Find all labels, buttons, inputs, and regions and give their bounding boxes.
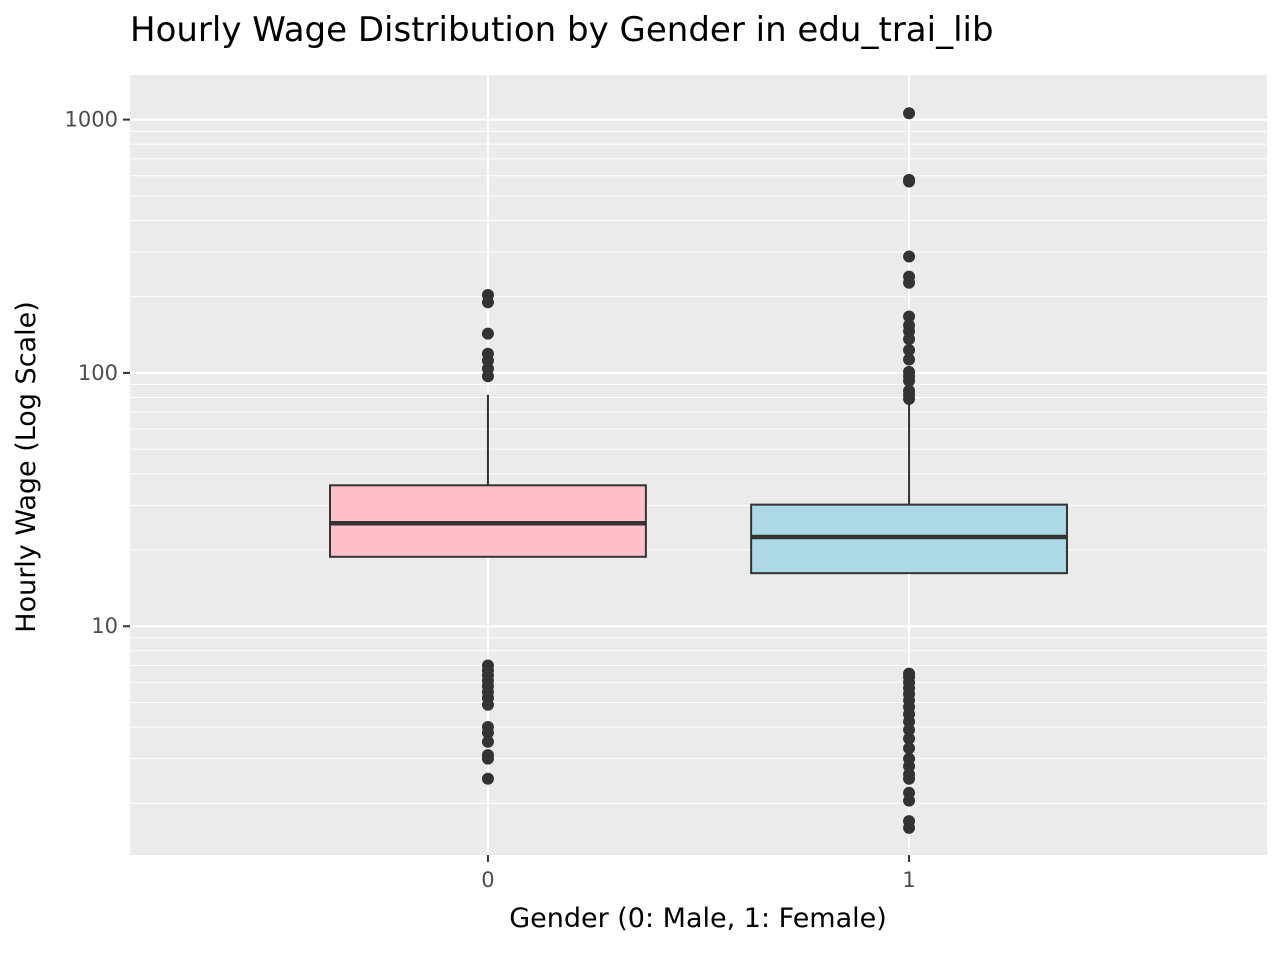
outlier-point: [903, 723, 916, 736]
y-tick-label: 100: [78, 361, 118, 385]
outlier-point: [481, 726, 494, 739]
outlier-point: [903, 742, 916, 755]
outlier-point: [903, 344, 916, 357]
outlier-point: [481, 752, 494, 765]
y-tick-label: 1000: [65, 108, 118, 132]
y-axis: 10 100 1000: [65, 108, 130, 638]
x-tick-label: 0: [481, 868, 494, 892]
outlier-point: [481, 296, 494, 309]
outlier-point: [481, 735, 494, 748]
outlier-point: [903, 353, 916, 366]
outlier-point: [903, 175, 916, 188]
outlier-point: [903, 276, 916, 289]
outlier-point: [481, 370, 494, 383]
outlier-point: [481, 698, 494, 711]
box-group: [329, 107, 1068, 834]
outlier-point: [903, 107, 916, 120]
outlier-point: [481, 772, 494, 785]
chart-title: Hourly Wage Distribution by Gender in ed…: [130, 10, 994, 50]
outlier-point: [481, 327, 494, 340]
outlier-point: [903, 772, 916, 785]
outlier-point: [903, 374, 916, 387]
y-tick-label: 10: [91, 614, 118, 638]
x-tick-label: 1: [902, 868, 915, 892]
outlier-point: [903, 392, 916, 405]
plot-panel: [130, 75, 1267, 855]
outlier-point: [903, 250, 916, 263]
outlier-point: [903, 310, 916, 323]
x-axis-label: Gender (0: Male, 1: Female): [509, 903, 887, 934]
outlier-point: [903, 732, 916, 745]
outlier-point: [903, 333, 916, 346]
outlier-point: [903, 821, 916, 834]
box-0: [329, 289, 647, 785]
outlier-point: [903, 794, 916, 807]
box-1: [750, 107, 1068, 834]
y-axis-label: Hourly Wage (Log Scale): [11, 301, 42, 632]
